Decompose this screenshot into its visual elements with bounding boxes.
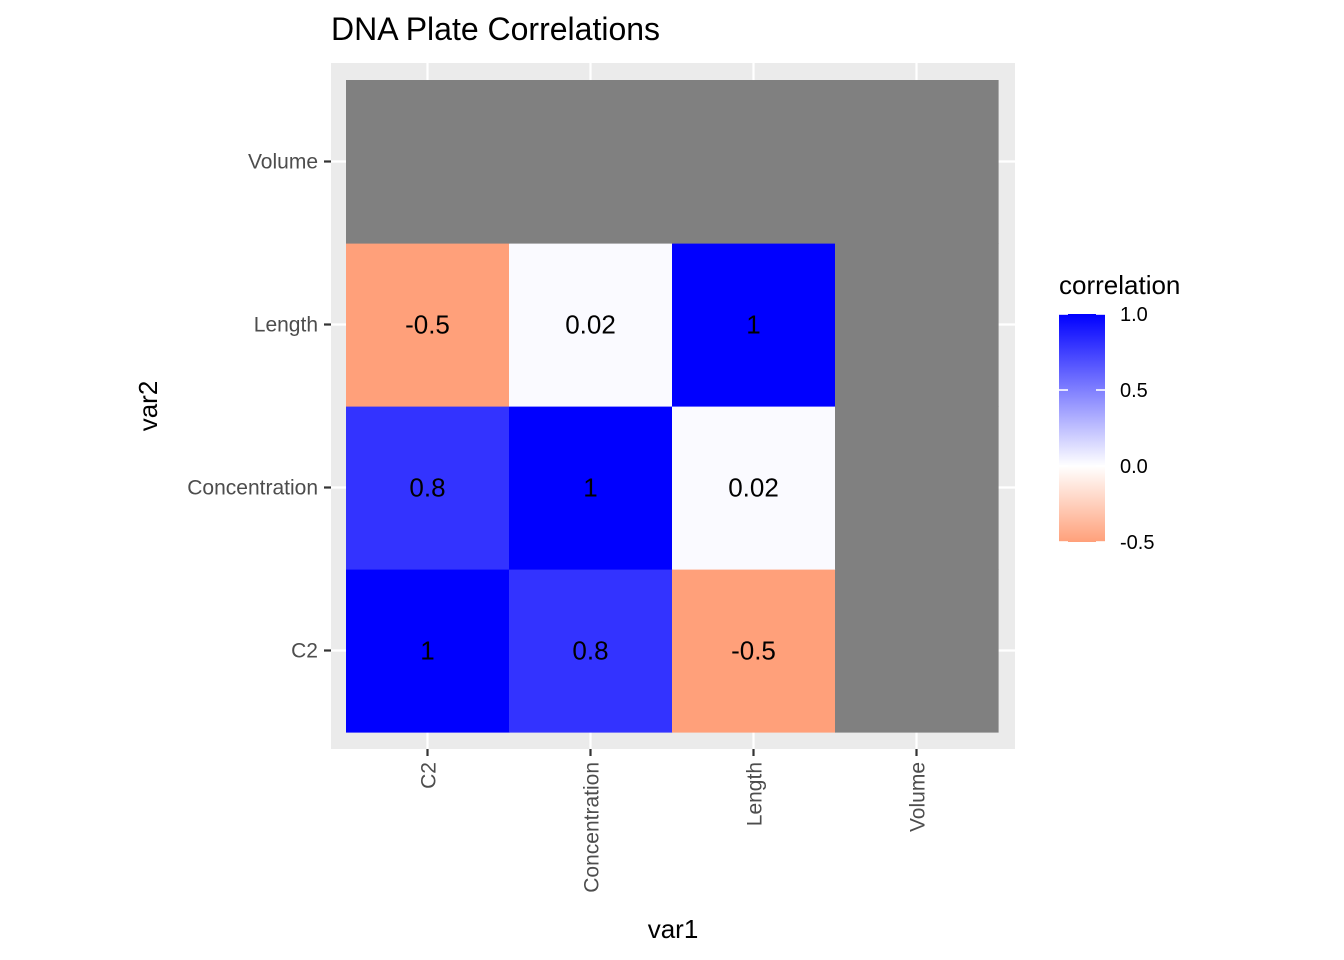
x-tick-label: Length [744, 762, 767, 826]
legend-tick-label: 1.0 [1120, 304, 1148, 326]
heatmap-cell [346, 243, 510, 407]
heatmap-cell [835, 569, 999, 733]
cell-value-label: 0.8 [572, 636, 608, 666]
y-tick-label: Concentration [187, 477, 318, 500]
y-tick-label: Length [254, 314, 318, 337]
color-legend: correlation 1.0 0.5 0.0 -0.5 [1059, 270, 1180, 554]
cell-value-label: -0.5 [731, 636, 776, 666]
heatmap-cell [672, 243, 836, 407]
legend-ticks: 1.0 0.5 0.0 -0.5 [1059, 304, 1154, 554]
cell-value-label: -0.5 [405, 310, 450, 340]
heatmap-cell [509, 406, 673, 570]
cell-value-label: 1 [583, 473, 597, 503]
heatmap-cell [672, 80, 836, 244]
heatmap-cells [346, 80, 999, 733]
legend-tick-label: 0.0 [1120, 456, 1148, 478]
cell-value-label: 0.8 [409, 473, 445, 503]
legend-tick-label: -0.5 [1120, 532, 1154, 554]
y-axis-title: var2 [133, 381, 163, 432]
x-tick-label: C2 [418, 762, 441, 789]
y-tick-label: Volume [248, 151, 318, 174]
heatmap-cell [509, 80, 673, 244]
chart-title: DNA Plate Correlations [331, 11, 660, 47]
cell-value-label: 1 [746, 310, 760, 340]
cell-value-label: 0.02 [728, 473, 779, 503]
heatmap-cell [346, 406, 510, 570]
legend-title: correlation [1059, 270, 1180, 300]
heatmap-cell [509, 243, 673, 407]
x-tick-label: Volume [907, 762, 930, 832]
y-axis: C2 Concentration Length Volume [187, 151, 331, 663]
x-axis-title: var1 [648, 914, 699, 944]
cell-value-label: 0.02 [565, 310, 616, 340]
heatmap-cell [346, 80, 510, 244]
heatmap-cell [835, 80, 999, 244]
x-tick-label: Concentration [581, 762, 604, 893]
y-tick-label: C2 [291, 640, 318, 663]
heatmap-cell [672, 406, 836, 570]
cell-labels: 1 0.8 -0.5 0.8 1 0.02 -0.5 0.02 1 [405, 310, 779, 666]
legend-color-bar [1059, 314, 1105, 542]
heatmap-cell [672, 569, 836, 733]
x-axis: C2 Concentration Length Volume [418, 749, 930, 893]
heatmap-cell [835, 406, 999, 570]
heatmap-cell [835, 243, 999, 407]
cell-value-label: 1 [420, 636, 434, 666]
heatmap-cell [346, 569, 510, 733]
legend-tick-label: 0.5 [1120, 380, 1148, 402]
heatmap-cell [509, 569, 673, 733]
